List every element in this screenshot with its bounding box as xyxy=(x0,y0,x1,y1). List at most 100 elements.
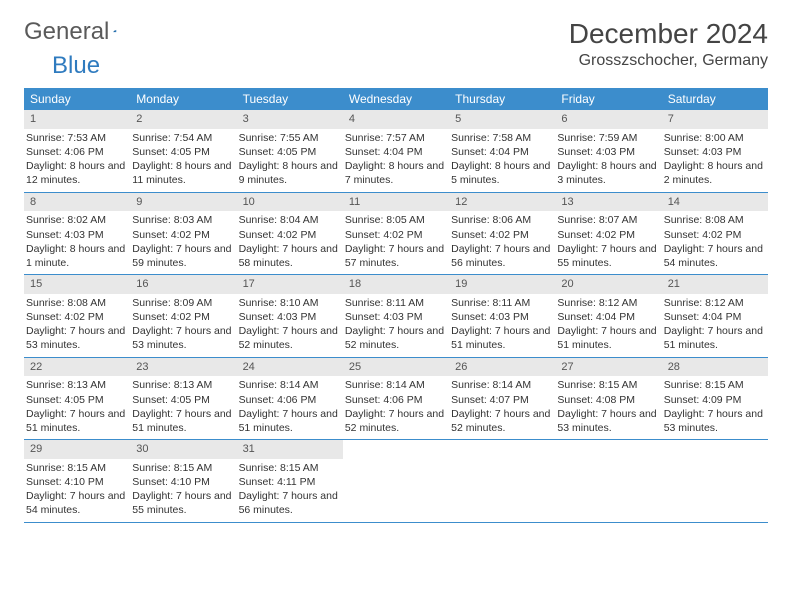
day-cell: 13Sunrise: 8:07 AMSunset: 4:02 PMDayligh… xyxy=(555,193,661,275)
weeks-container: 1Sunrise: 7:53 AMSunset: 4:06 PMDaylight… xyxy=(24,110,768,523)
day-sunset: Sunset: 4:10 PM xyxy=(130,475,236,489)
weekday-thursday: Thursday xyxy=(449,88,555,110)
day-daylight: Daylight: 7 hours and 52 minutes. xyxy=(343,407,449,435)
day-sunrise: Sunrise: 8:15 AM xyxy=(130,461,236,475)
day-daylight: Daylight: 7 hours and 51 minutes. xyxy=(449,324,555,352)
day-daylight: Daylight: 7 hours and 54 minutes. xyxy=(662,242,768,270)
logo: General xyxy=(24,18,137,46)
day-sunset: Sunset: 4:03 PM xyxy=(24,228,130,242)
day-cell: 29Sunrise: 8:15 AMSunset: 4:10 PMDayligh… xyxy=(24,440,130,522)
day-daylight: Daylight: 7 hours and 55 minutes. xyxy=(555,242,661,270)
day-cell: 4Sunrise: 7:57 AMSunset: 4:04 PMDaylight… xyxy=(343,110,449,192)
day-number: 7 xyxy=(662,110,768,129)
day-sunset: Sunset: 4:07 PM xyxy=(449,393,555,407)
day-sunrise: Sunrise: 8:15 AM xyxy=(237,461,343,475)
empty-day-cell xyxy=(555,440,661,522)
day-cell: 1Sunrise: 7:53 AMSunset: 4:06 PMDaylight… xyxy=(24,110,130,192)
day-number: 16 xyxy=(130,275,236,294)
day-number: 5 xyxy=(449,110,555,129)
week-row: 22Sunrise: 8:13 AMSunset: 4:05 PMDayligh… xyxy=(24,358,768,441)
day-sunset: Sunset: 4:04 PM xyxy=(662,310,768,324)
day-number: 30 xyxy=(130,440,236,459)
day-daylight: Daylight: 7 hours and 51 minutes. xyxy=(130,407,236,435)
day-sunset: Sunset: 4:04 PM xyxy=(555,310,661,324)
logo-text-1: General xyxy=(24,18,109,46)
day-sunrise: Sunrise: 8:03 AM xyxy=(130,213,236,227)
day-number: 29 xyxy=(24,440,130,459)
day-daylight: Daylight: 7 hours and 53 minutes. xyxy=(662,407,768,435)
day-sunset: Sunset: 4:08 PM xyxy=(555,393,661,407)
day-sunset: Sunset: 4:03 PM xyxy=(555,145,661,159)
day-sunset: Sunset: 4:11 PM xyxy=(237,475,343,489)
logo-triangle-icon xyxy=(113,22,117,40)
day-number: 6 xyxy=(555,110,661,129)
day-cell: 22Sunrise: 8:13 AMSunset: 4:05 PMDayligh… xyxy=(24,358,130,440)
day-sunset: Sunset: 4:02 PM xyxy=(662,228,768,242)
weekday-tuesday: Tuesday xyxy=(237,88,343,110)
day-cell: 31Sunrise: 8:15 AMSunset: 4:11 PMDayligh… xyxy=(237,440,343,522)
day-daylight: Daylight: 7 hours and 53 minutes. xyxy=(555,407,661,435)
day-sunrise: Sunrise: 8:00 AM xyxy=(662,131,768,145)
weekday-sunday: Sunday xyxy=(24,88,130,110)
day-number: 26 xyxy=(449,358,555,377)
day-sunrise: Sunrise: 8:08 AM xyxy=(24,296,130,310)
calendar: SundayMondayTuesdayWednesdayThursdayFrid… xyxy=(24,88,768,523)
day-number: 13 xyxy=(555,193,661,212)
day-sunset: Sunset: 4:06 PM xyxy=(24,145,130,159)
day-daylight: Daylight: 7 hours and 51 minutes. xyxy=(24,407,130,435)
day-daylight: Daylight: 7 hours and 52 minutes. xyxy=(343,324,449,352)
day-number: 9 xyxy=(130,193,236,212)
day-sunrise: Sunrise: 8:13 AM xyxy=(130,378,236,392)
day-number: 21 xyxy=(662,275,768,294)
day-number: 17 xyxy=(237,275,343,294)
week-row: 29Sunrise: 8:15 AMSunset: 4:10 PMDayligh… xyxy=(24,440,768,523)
month-title: December 2024 xyxy=(569,18,768,50)
day-sunset: Sunset: 4:03 PM xyxy=(662,145,768,159)
day-sunrise: Sunrise: 7:58 AM xyxy=(449,131,555,145)
day-sunrise: Sunrise: 8:05 AM xyxy=(343,213,449,227)
day-number: 11 xyxy=(343,193,449,212)
day-daylight: Daylight: 7 hours and 53 minutes. xyxy=(24,324,130,352)
day-daylight: Daylight: 7 hours and 51 minutes. xyxy=(237,407,343,435)
day-sunrise: Sunrise: 8:15 AM xyxy=(662,378,768,392)
day-daylight: Daylight: 8 hours and 3 minutes. xyxy=(555,159,661,187)
day-sunrise: Sunrise: 7:59 AM xyxy=(555,131,661,145)
day-cell: 11Sunrise: 8:05 AMSunset: 4:02 PMDayligh… xyxy=(343,193,449,275)
day-sunset: Sunset: 4:02 PM xyxy=(237,228,343,242)
day-number: 15 xyxy=(24,275,130,294)
day-cell: 5Sunrise: 7:58 AMSunset: 4:04 PMDaylight… xyxy=(449,110,555,192)
day-sunset: Sunset: 4:04 PM xyxy=(449,145,555,159)
day-daylight: Daylight: 8 hours and 11 minutes. xyxy=(130,159,236,187)
day-number: 28 xyxy=(662,358,768,377)
day-cell: 15Sunrise: 8:08 AMSunset: 4:02 PMDayligh… xyxy=(24,275,130,357)
day-daylight: Daylight: 7 hours and 56 minutes. xyxy=(449,242,555,270)
day-cell: 16Sunrise: 8:09 AMSunset: 4:02 PMDayligh… xyxy=(130,275,236,357)
day-sunrise: Sunrise: 8:11 AM xyxy=(343,296,449,310)
day-daylight: Daylight: 8 hours and 1 minute. xyxy=(24,242,130,270)
day-cell: 24Sunrise: 8:14 AMSunset: 4:06 PMDayligh… xyxy=(237,358,343,440)
day-cell: 7Sunrise: 8:00 AMSunset: 4:03 PMDaylight… xyxy=(662,110,768,192)
day-number: 25 xyxy=(343,358,449,377)
day-number: 8 xyxy=(24,193,130,212)
day-sunset: Sunset: 4:04 PM xyxy=(343,145,449,159)
day-cell: 27Sunrise: 8:15 AMSunset: 4:08 PMDayligh… xyxy=(555,358,661,440)
day-cell: 9Sunrise: 8:03 AMSunset: 4:02 PMDaylight… xyxy=(130,193,236,275)
day-sunset: Sunset: 4:10 PM xyxy=(24,475,130,489)
day-cell: 17Sunrise: 8:10 AMSunset: 4:03 PMDayligh… xyxy=(237,275,343,357)
day-number: 20 xyxy=(555,275,661,294)
day-number: 24 xyxy=(237,358,343,377)
location: Grosszschocher, Germany xyxy=(569,52,768,70)
day-sunset: Sunset: 4:05 PM xyxy=(130,145,236,159)
day-sunrise: Sunrise: 8:13 AM xyxy=(24,378,130,392)
day-sunset: Sunset: 4:03 PM xyxy=(449,310,555,324)
day-sunrise: Sunrise: 7:55 AM xyxy=(237,131,343,145)
empty-day-cell xyxy=(449,440,555,522)
day-number: 23 xyxy=(130,358,236,377)
day-cell: 14Sunrise: 8:08 AMSunset: 4:02 PMDayligh… xyxy=(662,193,768,275)
weekday-monday: Monday xyxy=(130,88,236,110)
day-cell: 21Sunrise: 8:12 AMSunset: 4:04 PMDayligh… xyxy=(662,275,768,357)
day-sunset: Sunset: 4:09 PM xyxy=(662,393,768,407)
day-cell: 10Sunrise: 8:04 AMSunset: 4:02 PMDayligh… xyxy=(237,193,343,275)
day-daylight: Daylight: 7 hours and 52 minutes. xyxy=(449,407,555,435)
logo-text-2: Blue xyxy=(52,52,100,80)
